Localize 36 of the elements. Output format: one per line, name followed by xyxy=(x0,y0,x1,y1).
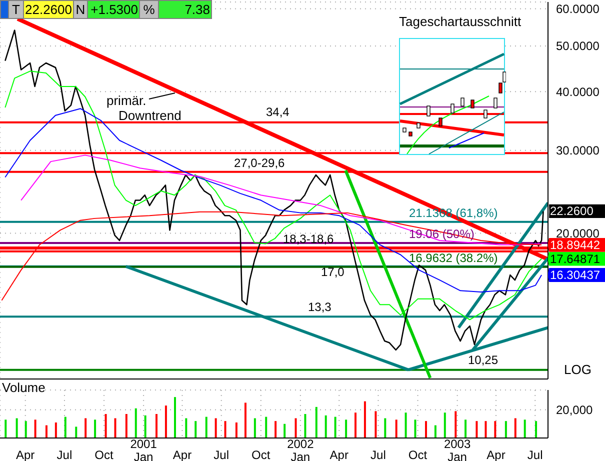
x-tick-label: 2002 Jan xyxy=(287,437,314,461)
annotation: 27,0-29,6 xyxy=(233,156,286,170)
annotation: primär. Downtrend xyxy=(106,93,182,124)
text: LOG xyxy=(564,362,592,377)
y-tick-label: 60.0000 xyxy=(556,2,600,16)
ref-line-label: 10,25 xyxy=(467,352,500,367)
y-axis-title: Volume xyxy=(2,380,46,395)
x-tick-label: Oct xyxy=(408,448,428,461)
ref-line-label: 13,3 xyxy=(307,300,332,314)
price-tag: 16.30437 xyxy=(548,268,605,282)
price-tag: 22.2600 xyxy=(549,204,605,218)
price-tag: 17.64871 xyxy=(548,252,605,266)
x-tick-label: 2003 Jan xyxy=(444,437,471,461)
price-tag: 18.89442 xyxy=(548,238,605,252)
annotation: % xyxy=(139,1,158,18)
annotation: 22.2600 xyxy=(23,1,73,18)
x-tick-label: Jul xyxy=(56,448,72,461)
annotation: T xyxy=(8,1,23,18)
ref-line-label: 16.9632 (38.2%) xyxy=(408,250,499,265)
x-tick-label: 2001 Jan xyxy=(130,437,158,461)
x-tick-label: Jul xyxy=(370,448,386,461)
annotation: Tageschartausschnitt xyxy=(399,14,522,29)
ref-line-label: 34,4 xyxy=(265,105,290,120)
x-tick-label: Oct xyxy=(94,448,114,461)
ref-line-label: 17,0 xyxy=(320,265,346,280)
y-tick-label: 20,000 xyxy=(556,403,594,418)
x-tick-label: Jul xyxy=(214,448,230,461)
x-tick-label: Jul xyxy=(527,448,543,461)
annotation: N xyxy=(73,1,87,18)
y-tick-label: 20.0000 xyxy=(556,226,600,240)
annotation: 7.38 xyxy=(158,1,211,18)
annotation: +1.5300 xyxy=(87,1,139,18)
y-tick-label: 30.0000 xyxy=(556,144,600,158)
x-tick-label: Oct xyxy=(252,448,271,461)
y-tick-label: 50.0000 xyxy=(556,39,600,54)
y-tick-label: 40.0000 xyxy=(556,84,600,99)
